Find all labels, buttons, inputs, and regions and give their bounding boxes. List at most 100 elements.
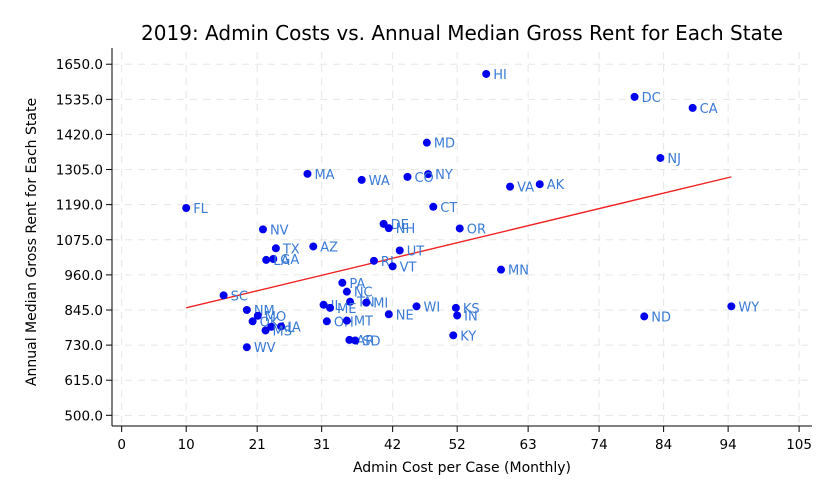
data-point	[342, 316, 351, 325]
data-point-label: MA	[314, 168, 334, 183]
data-point-label: ND	[651, 310, 671, 325]
data-point	[303, 169, 312, 178]
chart-title: 2019: Admin Costs vs. Annual Median Gros…	[141, 21, 783, 45]
data-point	[451, 303, 460, 312]
data-point	[258, 225, 267, 234]
x-tick-label: 84	[655, 437, 672, 453]
data-point	[253, 311, 262, 320]
x-tick-label: 0	[117, 437, 126, 453]
data-point-label: WA	[369, 174, 390, 189]
data-point-label: MT	[354, 315, 373, 330]
data-point-label: CA	[700, 102, 718, 117]
data-point-label: IA	[288, 320, 301, 335]
data-point	[322, 317, 331, 326]
data-point-label: IL	[331, 299, 343, 314]
data-point-label: NC	[354, 286, 373, 301]
data-point	[630, 92, 639, 101]
data-point-label: AZ	[320, 240, 338, 255]
y-tick-label: 730.0	[64, 338, 103, 354]
y-tick-label: 1075.0	[56, 233, 103, 249]
data-point-label: LA	[273, 254, 290, 269]
data-point	[271, 244, 280, 253]
data-point-label: HI	[493, 68, 507, 83]
data-point	[219, 291, 228, 300]
data-point-label: WV	[254, 341, 276, 356]
data-point-label: AR	[356, 334, 374, 349]
data-point	[497, 265, 506, 274]
data-point-label: FL	[193, 202, 208, 217]
data-point	[357, 175, 366, 184]
data-point-label: WI	[424, 300, 441, 315]
data-point-label: TX	[282, 242, 300, 257]
x-tick-label: 42	[384, 437, 401, 453]
data-point	[506, 182, 515, 191]
data-point-label: AK	[547, 178, 565, 193]
data-point-label: SC	[231, 289, 248, 304]
data-point-label: MD	[434, 137, 455, 152]
data-point-label: CT	[440, 201, 457, 216]
y-tick-label: 845.0	[64, 303, 103, 319]
data-point	[727, 302, 736, 311]
data-point	[424, 170, 433, 179]
data-point	[269, 254, 278, 263]
x-tick-label: 63	[520, 437, 537, 453]
y-tick-label: 1305.0	[56, 163, 103, 179]
y-tick-label: 1650.0	[56, 57, 103, 73]
data-point	[319, 300, 328, 309]
data-point	[395, 246, 404, 255]
data-point	[384, 224, 393, 233]
data-point-label: MS	[273, 324, 292, 339]
data-point-label: MI	[373, 297, 388, 312]
data-point	[346, 297, 355, 306]
x-tick-label: 105	[786, 437, 812, 453]
y-axis-label: Annual Median Gross Rent for Each State	[24, 98, 40, 386]
data-point	[326, 303, 335, 312]
data-point	[369, 256, 378, 265]
grid-lines	[112, 52, 812, 426]
data-point-label: KY	[460, 329, 476, 344]
y-tick-label: 960.0	[64, 268, 103, 284]
data-point-label: VA	[517, 181, 534, 196]
data-point-label: NJ	[667, 152, 681, 167]
data-point-label: NE	[396, 308, 414, 323]
data-point-label: NY	[435, 168, 453, 183]
data-point-label: MN	[508, 264, 529, 279]
data-point	[403, 172, 412, 181]
data-point	[242, 305, 251, 314]
data-point	[453, 311, 462, 320]
data-point	[345, 335, 354, 344]
x-tick-label: 31	[313, 437, 330, 453]
data-point	[429, 202, 438, 211]
data-point	[455, 224, 464, 233]
data-point	[412, 302, 421, 311]
x-tick-label: 10	[178, 437, 195, 453]
axes: 500.0 615.0 730.0 845.0 960.0 1075.0 1190.0 130…	[56, 48, 812, 453]
data-point-label: MO	[265, 310, 286, 325]
data-point	[351, 336, 360, 345]
data-point-label: CO	[414, 171, 433, 186]
data-point	[342, 287, 351, 296]
data-point-label: DC	[642, 91, 661, 106]
y-tick-label: 500.0	[64, 408, 103, 424]
data-point-label: UT	[407, 244, 425, 259]
data-point-label: WY	[738, 300, 759, 315]
trend-line	[186, 176, 732, 309]
data-point	[261, 326, 270, 335]
x-tick-label: 74	[591, 437, 608, 453]
data-point	[384, 310, 393, 319]
data-point	[688, 103, 697, 112]
data-point-label: NH	[396, 222, 416, 237]
y-tick-label: 1535.0	[56, 92, 103, 108]
data-point	[242, 343, 251, 352]
data-point	[422, 138, 431, 147]
data-point	[277, 322, 286, 331]
x-tick-label: 52	[449, 437, 466, 453]
y-tick-label: 1190.0	[56, 198, 103, 214]
data-point-label: DE	[391, 218, 409, 233]
data-point	[482, 69, 491, 78]
data-point	[656, 153, 665, 162]
x-axis-label: Admin Cost per Case (Monthly)	[353, 460, 571, 476]
data-point-label: OR	[467, 222, 486, 237]
